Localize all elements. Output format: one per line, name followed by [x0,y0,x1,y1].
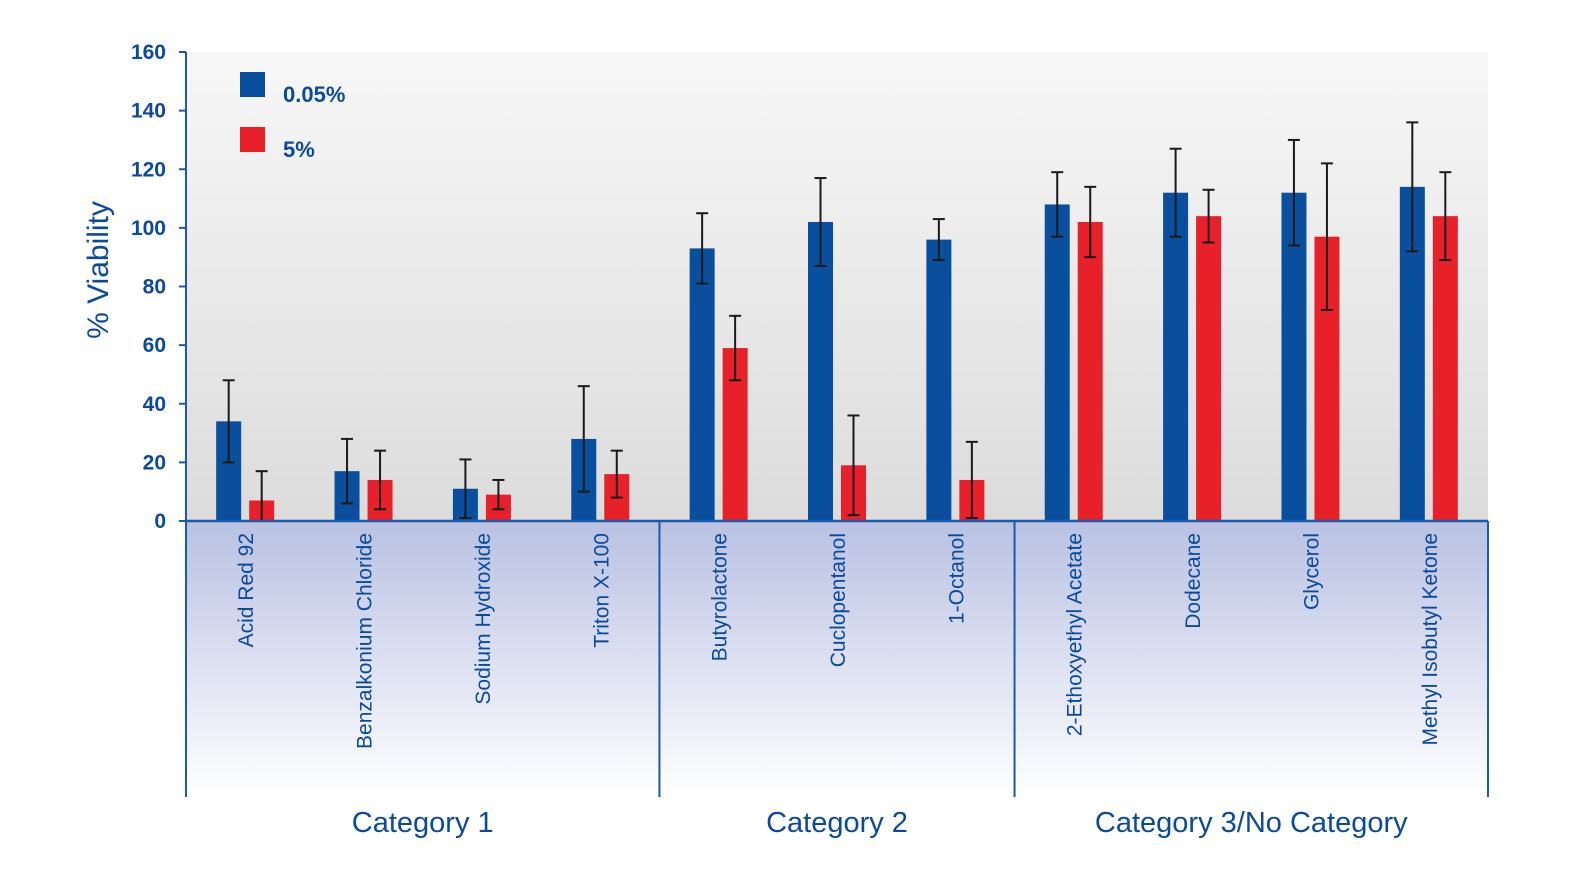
category-label: Triton X-100 [590,533,613,648]
bar-low-5 [808,222,833,521]
bar-high-10 [1432,216,1458,521]
category-label: Benzalkonium Chloride [354,533,377,749]
y-tick-label: 20 [143,451,166,474]
legend-label-1: 5% [283,137,315,162]
bar-low-8 [1163,192,1189,521]
category-label-band [186,521,1488,797]
y-tick-label: 140 [131,100,166,123]
category-label: Acid Red 92 [235,533,258,647]
y-tick-label: 0 [154,510,166,533]
x-axis-labels: Acid Red 92 Benzalkonium Chloride Sodium H… [235,533,1442,839]
group-label: Category 1 [352,807,494,839]
y-axis-ticks: 0 20 40 60 80 100 120 140 160 [131,41,186,533]
bar-low-7 [1044,204,1070,522]
y-tick-label: 120 [131,158,166,181]
legend: 0.05% 5% [240,72,345,162]
bars [216,121,1458,522]
category-label: Sodium Hydroxide [472,533,495,705]
bar-high-8 [1196,216,1222,521]
bar-high-7 [1077,222,1103,521]
y-tick-label: 40 [143,393,166,416]
y-tick-label: 160 [131,41,166,64]
y-axis-label: % Viability [82,201,115,339]
bar-low-9 [1281,192,1307,521]
category-label: Dodecane [1182,533,1205,629]
category-label: 1-Octanol [945,533,968,624]
y-tick-label: 60 [143,334,166,357]
y-tick-label: 100 [131,217,166,240]
legend-swatch-0 [240,72,265,97]
legend-label-0: 0.05% [283,82,345,107]
bar-low-6 [926,239,952,521]
legend-swatch-1 [240,127,265,152]
y-tick-label: 80 [143,276,166,299]
group-label: Category 2 [766,807,908,839]
bar-low-4 [689,248,715,522]
category-label: Cuclopentanol [827,533,850,667]
category-label: Methyl Isobutyl Ketone [1419,533,1442,745]
category-label: Glycerol [1300,533,1323,610]
category-label: Butyrolactone [709,533,732,661]
axes [185,52,1489,797]
group-label: Category 3/No Category [1095,807,1408,839]
plot-area [186,52,1488,521]
category-label: 2-Ethoxyethyl Acetate [1064,533,1087,736]
